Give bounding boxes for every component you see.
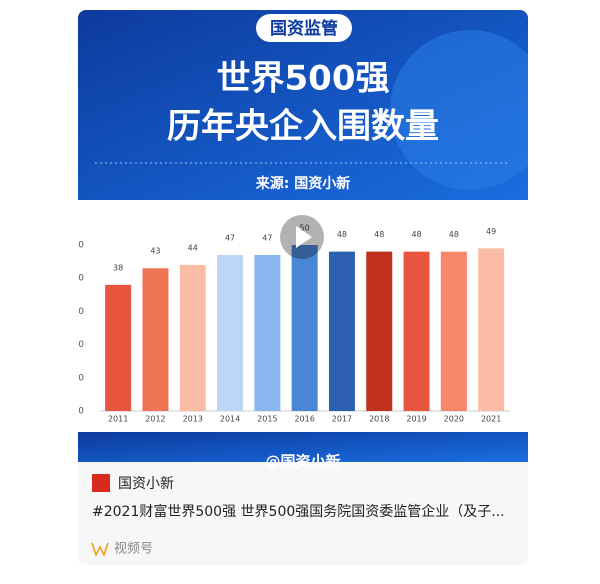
cover-title: 历年央企入围数量 bbox=[167, 107, 439, 147]
x-tick-label: 2021 bbox=[481, 415, 501, 424]
value-label: 47 bbox=[225, 233, 235, 242]
value-label: 49 bbox=[486, 227, 496, 236]
info-area bbox=[78, 462, 528, 565]
value-label: 38 bbox=[113, 263, 123, 272]
value-label: 50 bbox=[300, 224, 310, 233]
y-tick-label: 30 bbox=[73, 307, 85, 317]
x-tick-label: 2014 bbox=[220, 415, 240, 424]
x-tick-label: 2018 bbox=[369, 415, 389, 424]
bar bbox=[142, 268, 169, 411]
value-label: 48 bbox=[411, 230, 421, 239]
x-tick-label: 2020 bbox=[444, 415, 464, 424]
value-label: 43 bbox=[150, 247, 160, 256]
x-tick-label: 2011 bbox=[108, 415, 128, 424]
cartoon-shape bbox=[390, 30, 528, 190]
bar bbox=[328, 251, 355, 411]
bar bbox=[179, 264, 206, 411]
x-tick-label: 2019 bbox=[406, 415, 426, 424]
badge: 国资监管 bbox=[270, 18, 338, 39]
x-tick-label: 2016 bbox=[294, 415, 314, 424]
bar bbox=[403, 251, 430, 411]
description: #2021财富世界500强 世界500强国务院国资委监管企业（及子... bbox=[92, 503, 505, 520]
avatar[interactable] bbox=[92, 474, 110, 492]
value-label: 48 bbox=[337, 230, 347, 239]
value-label: 48 bbox=[374, 230, 384, 239]
y-tick-label: 50 bbox=[73, 241, 85, 251]
y-tick-label: 0 bbox=[78, 407, 84, 417]
watermark: @国资小新 bbox=[265, 453, 340, 471]
play-icon bbox=[296, 226, 312, 248]
channel-icon bbox=[91, 542, 109, 558]
value-label: 44 bbox=[188, 243, 198, 252]
x-tick-label: 2012 bbox=[145, 415, 165, 424]
bar bbox=[254, 254, 281, 411]
y-tick-label: 10 bbox=[73, 373, 85, 383]
bar bbox=[291, 245, 318, 411]
account-name[interactable]: 国资小新 bbox=[118, 476, 174, 492]
y-tick-label: 40 bbox=[73, 274, 85, 284]
y-tick-label: 20 bbox=[73, 340, 85, 350]
bar bbox=[440, 251, 467, 411]
bottom-banner bbox=[78, 432, 528, 462]
bar bbox=[478, 248, 505, 411]
badge-bg bbox=[256, 14, 352, 42]
x-tick-label: 2013 bbox=[183, 415, 203, 424]
bar bbox=[366, 251, 393, 411]
value-label: 47 bbox=[262, 233, 272, 242]
bar bbox=[105, 284, 132, 411]
cover-source: 来源: 国资小新 bbox=[255, 175, 350, 192]
x-tick-label: 2015 bbox=[257, 415, 277, 424]
bar bbox=[217, 254, 244, 411]
cover-title: 世界500强 bbox=[217, 59, 390, 99]
channel-label: 视频号 bbox=[114, 542, 153, 557]
x-tick-label: 2017 bbox=[332, 415, 352, 424]
value-label: 48 bbox=[449, 230, 459, 239]
